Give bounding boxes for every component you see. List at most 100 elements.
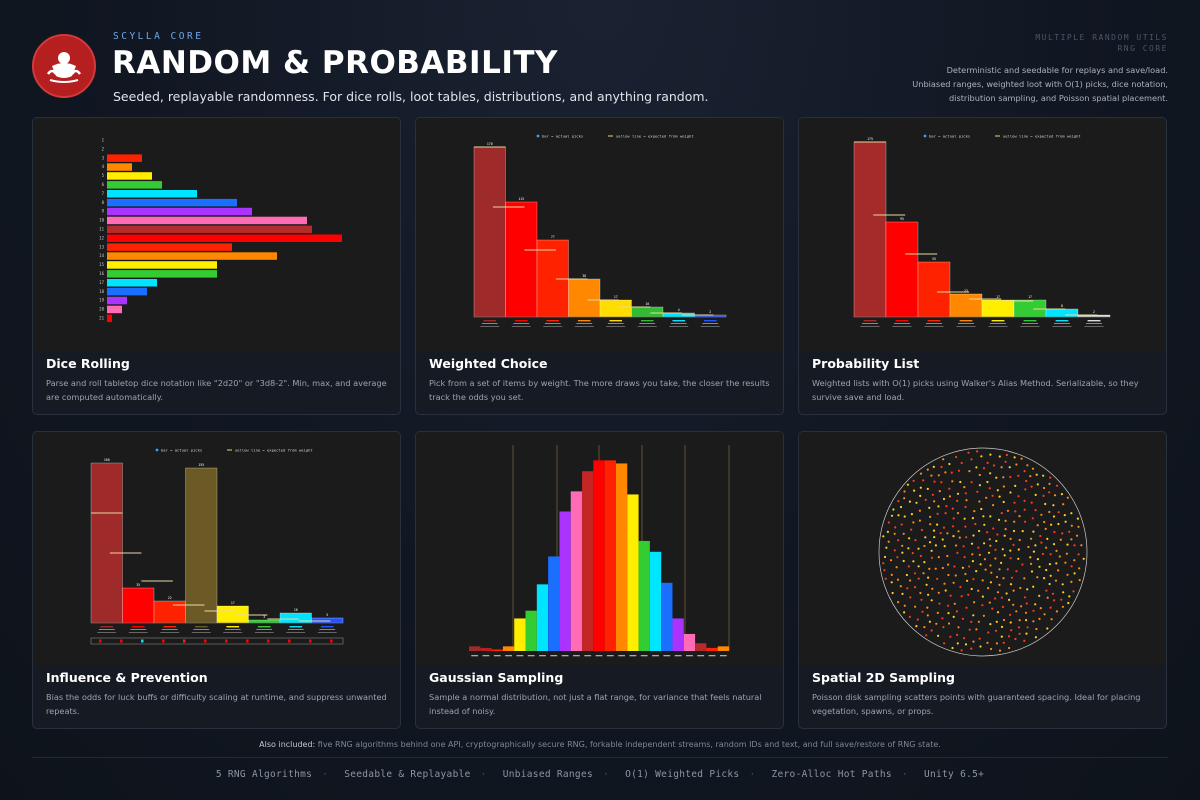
category-tick [609, 320, 623, 322]
histogram-tick [527, 655, 535, 657]
category-subtick [990, 323, 1006, 324]
sample-point [956, 551, 959, 554]
sample-point [925, 634, 928, 637]
sample-point [978, 500, 981, 503]
sample-point [989, 472, 992, 475]
sample-point [965, 606, 968, 609]
sample-point [913, 489, 916, 492]
sample-point [1045, 568, 1048, 572]
gaussian-histogram [416, 432, 783, 666]
histogram-bar [695, 643, 707, 651]
sample-point [1034, 493, 1037, 496]
sample-point [900, 523, 903, 526]
sample-point [903, 490, 906, 493]
category-subtick [860, 326, 880, 327]
histogram-bar [514, 618, 526, 651]
category-subtick [191, 632, 211, 633]
dice-tick-label: 1 [102, 138, 105, 143]
category-subtick [1052, 326, 1072, 327]
category-tick [1087, 320, 1101, 322]
gaussian-svg [469, 445, 730, 657]
dice-tick-label: 13 [99, 244, 104, 249]
sample-point [1042, 494, 1045, 497]
sample-point [977, 546, 980, 549]
sample-point [1002, 577, 1005, 580]
category-tick [1055, 320, 1069, 322]
sample-point [1043, 520, 1046, 524]
sample-point [928, 541, 932, 544]
sample-point [917, 565, 920, 568]
sample-point [1023, 577, 1026, 580]
sample-point [1070, 512, 1073, 515]
sample-point [947, 622, 951, 625]
category-subtick [892, 326, 912, 327]
sample-point [909, 579, 912, 582]
sample-point [1055, 610, 1058, 613]
sample-point [973, 510, 976, 513]
histogram-bar [672, 618, 684, 651]
sample-point [1018, 538, 1021, 542]
sample-point [1017, 557, 1020, 560]
bar-value-label: 155 [198, 463, 204, 467]
sample-point [965, 499, 968, 502]
also-included-lead: Also included: [259, 740, 316, 749]
dice-bar [107, 234, 342, 242]
sample-point [991, 607, 994, 610]
bar [631, 306, 664, 318]
sample-point [901, 544, 904, 547]
sample-point [981, 579, 984, 582]
sample-point [1059, 538, 1062, 541]
dice-bar [107, 225, 312, 234]
sample-point [929, 515, 932, 518]
sample-point [944, 471, 947, 474]
sample-point [972, 640, 975, 643]
tag-separator: · [480, 769, 487, 780]
sample-point [995, 539, 998, 543]
sample-point [1073, 559, 1076, 562]
category-tick [483, 320, 497, 322]
repeat-marker [162, 639, 165, 643]
dice-bar [107, 216, 307, 225]
sample-point [974, 522, 977, 526]
category-subtick [926, 323, 942, 324]
sample-point [1003, 554, 1006, 557]
sample-point [893, 532, 896, 535]
bar-value-label: 35 [136, 583, 140, 587]
category-tick [100, 626, 114, 628]
sample-point [1030, 501, 1033, 504]
sample-point [1012, 603, 1015, 606]
sample-point [890, 581, 893, 584]
sample-point [948, 462, 951, 466]
sample-point [945, 505, 948, 508]
dice-bar [107, 198, 237, 207]
category-subtick [161, 629, 178, 630]
sample-point [970, 458, 973, 461]
sample-point [885, 546, 888, 549]
bar [1045, 308, 1079, 318]
sample-point [912, 521, 915, 524]
category-subtick [862, 323, 878, 324]
sample-point [1034, 544, 1037, 547]
sample-point [1082, 557, 1085, 560]
category-subtick [670, 323, 687, 324]
card-weighted-choice: bar = actual picks yellow line = expected… [415, 117, 784, 415]
sample-point [982, 467, 986, 470]
bar-value-label: 175 [867, 137, 873, 141]
sample-point [1060, 493, 1063, 496]
sample-point [995, 642, 998, 645]
sample-point [996, 591, 1000, 594]
sample-point [883, 569, 886, 572]
sample-point [936, 577, 939, 580]
sample-point [883, 555, 887, 559]
sample-point [932, 529, 936, 532]
category-tick [640, 320, 654, 322]
sample-point [989, 564, 992, 567]
sample-point [1002, 485, 1005, 488]
category-subtick [956, 326, 976, 327]
sample-point [917, 577, 920, 580]
category-subtick [1020, 326, 1040, 327]
sample-point [978, 529, 981, 533]
sample-point [1018, 515, 1021, 518]
sample-point [1048, 491, 1051, 494]
sample-point [903, 497, 906, 500]
